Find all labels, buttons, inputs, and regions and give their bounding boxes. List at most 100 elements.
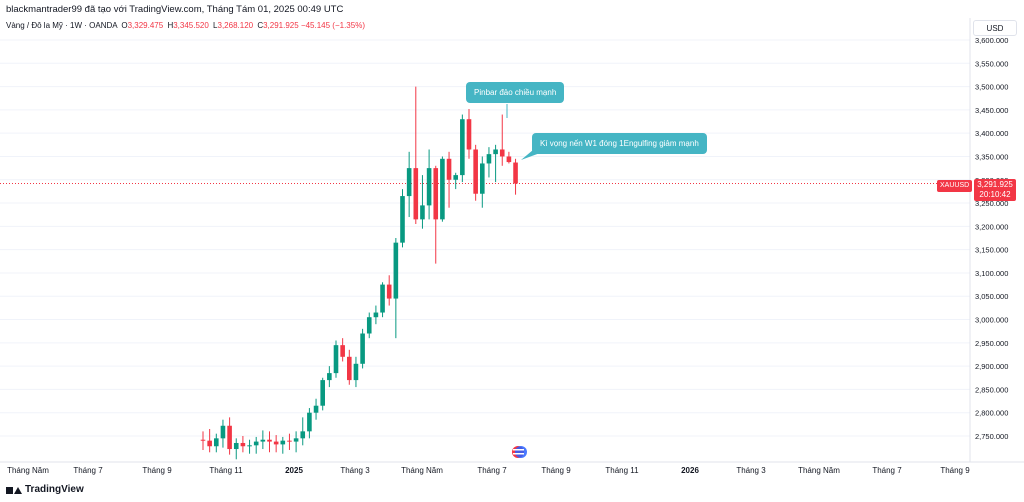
y-tick-label: 3,200.000 <box>975 222 1008 231</box>
candle <box>260 430 266 450</box>
candle-body <box>493 149 498 155</box>
candle-body <box>287 440 292 442</box>
candle-body <box>466 119 472 150</box>
change-value: −45.145 (−1.35%) <box>300 21 365 30</box>
y-tick-label: 3,250.000 <box>975 199 1008 208</box>
candle-body <box>400 196 405 243</box>
candle-body <box>207 440 212 447</box>
callout-pinbar[interactable]: Pinbar đảo chiều mạnh <box>466 82 565 103</box>
tradingview-footer[interactable]: TradingView <box>6 484 84 495</box>
candle-body <box>247 445 252 447</box>
candle <box>207 429 212 453</box>
candle <box>267 431 272 453</box>
candle-body <box>453 175 458 180</box>
candle-body <box>480 163 485 194</box>
candle <box>480 156 485 208</box>
candle <box>486 147 492 178</box>
candle <box>287 433 292 450</box>
grid-lines <box>0 39 970 437</box>
symbol-legend: Vàng / Đô la Mỹ · 1W · OANDA O3,329.475 … <box>6 21 365 30</box>
candle-body <box>366 317 372 334</box>
candle <box>233 438 239 460</box>
candle <box>360 328 365 369</box>
candle <box>366 312 372 339</box>
candle-body <box>273 441 279 445</box>
low-value: 3,268.120 <box>217 21 254 30</box>
candle-body <box>440 158 445 220</box>
candle <box>214 433 219 453</box>
candle <box>333 340 339 378</box>
candle-body <box>347 356 352 381</box>
candle-body <box>413 168 419 220</box>
events-icon <box>512 446 527 458</box>
candle <box>446 151 452 208</box>
candle-body <box>433 168 439 220</box>
candle <box>300 417 306 446</box>
candle <box>493 144 498 183</box>
footer-brand: TradingView <box>25 484 84 495</box>
x-tick-label: Tháng Năm <box>7 466 49 475</box>
candle-body <box>499 149 505 157</box>
candle <box>400 189 405 248</box>
candle-body <box>233 442 239 450</box>
candle <box>466 108 472 159</box>
candle <box>307 408 312 439</box>
candle-body <box>260 439 266 442</box>
candle <box>499 114 505 166</box>
candle <box>220 419 226 448</box>
x-tick-label: Tháng 11 <box>605 466 639 475</box>
candle-body <box>373 312 379 318</box>
candle <box>420 175 425 229</box>
y-tick-label: 3,500.000 <box>975 83 1008 92</box>
symbol-name[interactable]: Vàng / Đô la Mỹ · 1W · OANDA <box>6 21 118 30</box>
x-tick-label: Tháng Năm <box>401 466 443 475</box>
currency-selector[interactable]: USD <box>973 20 1017 36</box>
candle-body <box>513 162 518 184</box>
candle-body <box>267 439 272 442</box>
candle-body <box>220 425 226 439</box>
candle-body <box>240 442 246 447</box>
candle <box>253 436 259 454</box>
candle-body <box>393 242 399 299</box>
x-tick-label: Tháng 7 <box>477 466 507 475</box>
x-tick-label: 2026 <box>681 466 699 475</box>
candle <box>413 86 419 225</box>
candle-body <box>426 168 432 206</box>
bar-countdown: 20:10:42 <box>979 190 1011 199</box>
candle-body <box>307 412 312 432</box>
candle <box>240 436 246 453</box>
candle <box>320 377 325 411</box>
open-label: O <box>121 21 128 30</box>
candle-body <box>280 440 286 445</box>
y-tick-label: 2,750.000 <box>975 432 1008 441</box>
candle-body <box>293 438 299 442</box>
candle-body <box>200 439 206 441</box>
x-tick-label: Tháng 7 <box>73 466 103 475</box>
candle <box>373 305 379 325</box>
candle <box>513 158 518 195</box>
candle-body <box>473 149 478 194</box>
candles <box>200 86 518 460</box>
candle <box>313 398 319 420</box>
tradingview-logo-icon <box>6 485 22 495</box>
high-value: 3,345.520 <box>173 21 209 30</box>
candle-body <box>380 284 385 313</box>
x-tick-label: Tháng Năm <box>798 466 840 475</box>
candle <box>506 151 512 164</box>
candle-body <box>300 431 306 439</box>
candle-body <box>313 405 319 413</box>
callout-engulfing[interactable]: Kì vọng nến W1 đóng 1Engulfing giảm mạnh <box>532 133 707 154</box>
candle-body <box>460 119 465 176</box>
candle-body <box>340 345 345 357</box>
candle <box>340 338 345 362</box>
x-tick-label: Tháng 7 <box>872 466 902 475</box>
candle <box>473 144 478 201</box>
y-tick-label: 2,800.000 <box>975 409 1008 418</box>
y-tick-label: 2,900.000 <box>975 362 1008 371</box>
candle-body <box>420 205 425 220</box>
candle-body <box>446 158 452 180</box>
x-tick-label: Tháng 3 <box>736 466 766 475</box>
close-label: C <box>257 21 264 30</box>
candle-body <box>214 438 219 447</box>
